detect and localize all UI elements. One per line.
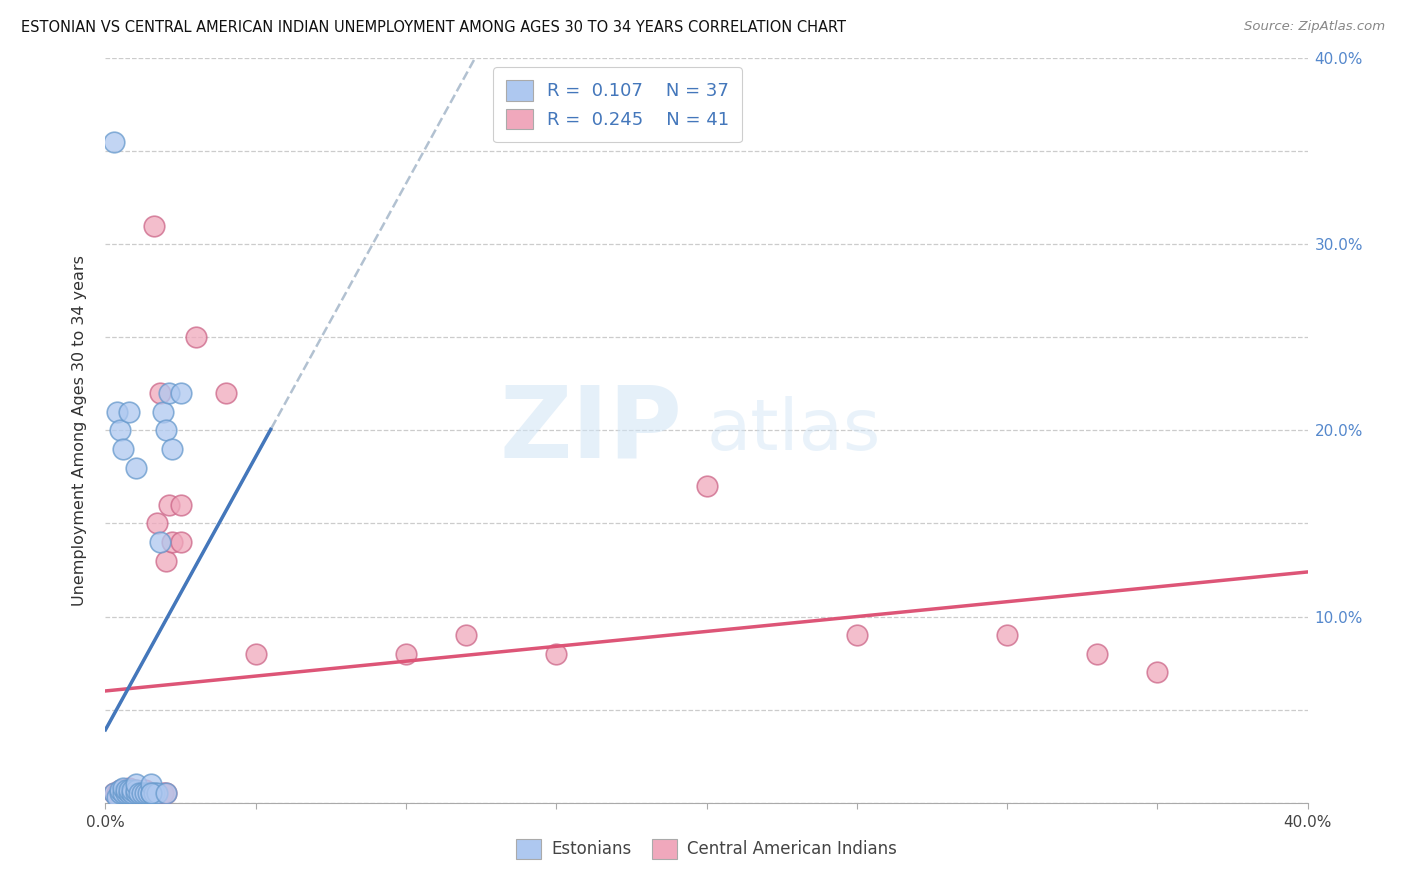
Point (118, 787, 141, 801)
Point (169, 498, 191, 512)
Point (155, 424, 177, 438)
Point (395, 647, 418, 661)
Point (118, 780, 141, 795)
Point (118, 787, 141, 801)
Point (1146, 665, 1168, 680)
Point (110, 782, 132, 797)
Point (124, 782, 146, 797)
Text: Source: ZipAtlas.com: Source: ZipAtlas.com (1244, 20, 1385, 33)
Point (139, 777, 162, 791)
Point (107, 790, 129, 805)
Point (103, 787, 125, 801)
Point (148, 386, 170, 401)
Point (160, 535, 183, 549)
Point (546, 647, 568, 661)
Point (112, 787, 135, 801)
Point (124, 787, 146, 801)
Point (115, 782, 138, 797)
Point (169, 535, 191, 549)
Point (131, 787, 153, 801)
Point (155, 787, 177, 801)
Point (124, 782, 146, 797)
Point (696, 479, 718, 493)
Point (214, 386, 236, 401)
Point (142, 219, 165, 233)
Point (155, 554, 177, 568)
Point (142, 787, 165, 801)
Point (134, 787, 156, 801)
Point (118, 405, 141, 419)
Point (124, 777, 146, 791)
Point (152, 787, 174, 801)
Text: ZIP: ZIP (499, 382, 682, 479)
Point (128, 787, 150, 801)
Point (121, 787, 143, 801)
Point (169, 386, 191, 401)
Text: atlas: atlas (707, 396, 882, 465)
Point (128, 787, 150, 801)
Point (139, 787, 162, 801)
Text: ESTONIAN VS CENTRAL AMERICAN INDIAN UNEMPLOYMENT AMONG AGES 30 TO 34 YEARS CORRE: ESTONIAN VS CENTRAL AMERICAN INDIAN UNEM… (21, 20, 846, 35)
Point (245, 647, 267, 661)
Point (139, 787, 162, 801)
Point (112, 782, 135, 797)
Point (157, 386, 180, 401)
Point (160, 442, 183, 456)
Point (110, 787, 132, 801)
Point (110, 790, 132, 805)
Point (157, 498, 180, 512)
Point (136, 787, 159, 801)
Point (139, 787, 162, 801)
Point (103, 787, 125, 801)
Point (995, 628, 1018, 642)
Point (134, 782, 156, 797)
Point (184, 330, 207, 344)
Point (136, 787, 159, 801)
Point (112, 787, 135, 801)
Point (112, 442, 135, 456)
Point (107, 405, 129, 419)
Point (148, 535, 170, 549)
Point (454, 628, 477, 642)
Point (118, 787, 141, 801)
Point (124, 787, 146, 801)
Point (145, 787, 167, 801)
Point (112, 780, 135, 795)
Point (124, 787, 146, 801)
Point (107, 787, 129, 801)
Point (103, 135, 125, 149)
Point (115, 787, 138, 801)
Point (155, 787, 177, 801)
Point (110, 424, 132, 438)
Point (152, 405, 174, 419)
Point (1085, 647, 1108, 661)
Point (121, 787, 143, 801)
Point (845, 628, 868, 642)
Point (124, 460, 146, 475)
Y-axis label: Unemployment Among Ages 30 to 34 years: Unemployment Among Ages 30 to 34 years (72, 255, 87, 606)
Point (110, 787, 132, 801)
Point (110, 782, 132, 797)
Point (131, 787, 153, 801)
Point (145, 516, 167, 531)
Point (115, 787, 138, 801)
Point (121, 782, 143, 797)
Legend: Estonians, Central American Indians: Estonians, Central American Indians (510, 832, 903, 865)
Point (118, 782, 141, 797)
